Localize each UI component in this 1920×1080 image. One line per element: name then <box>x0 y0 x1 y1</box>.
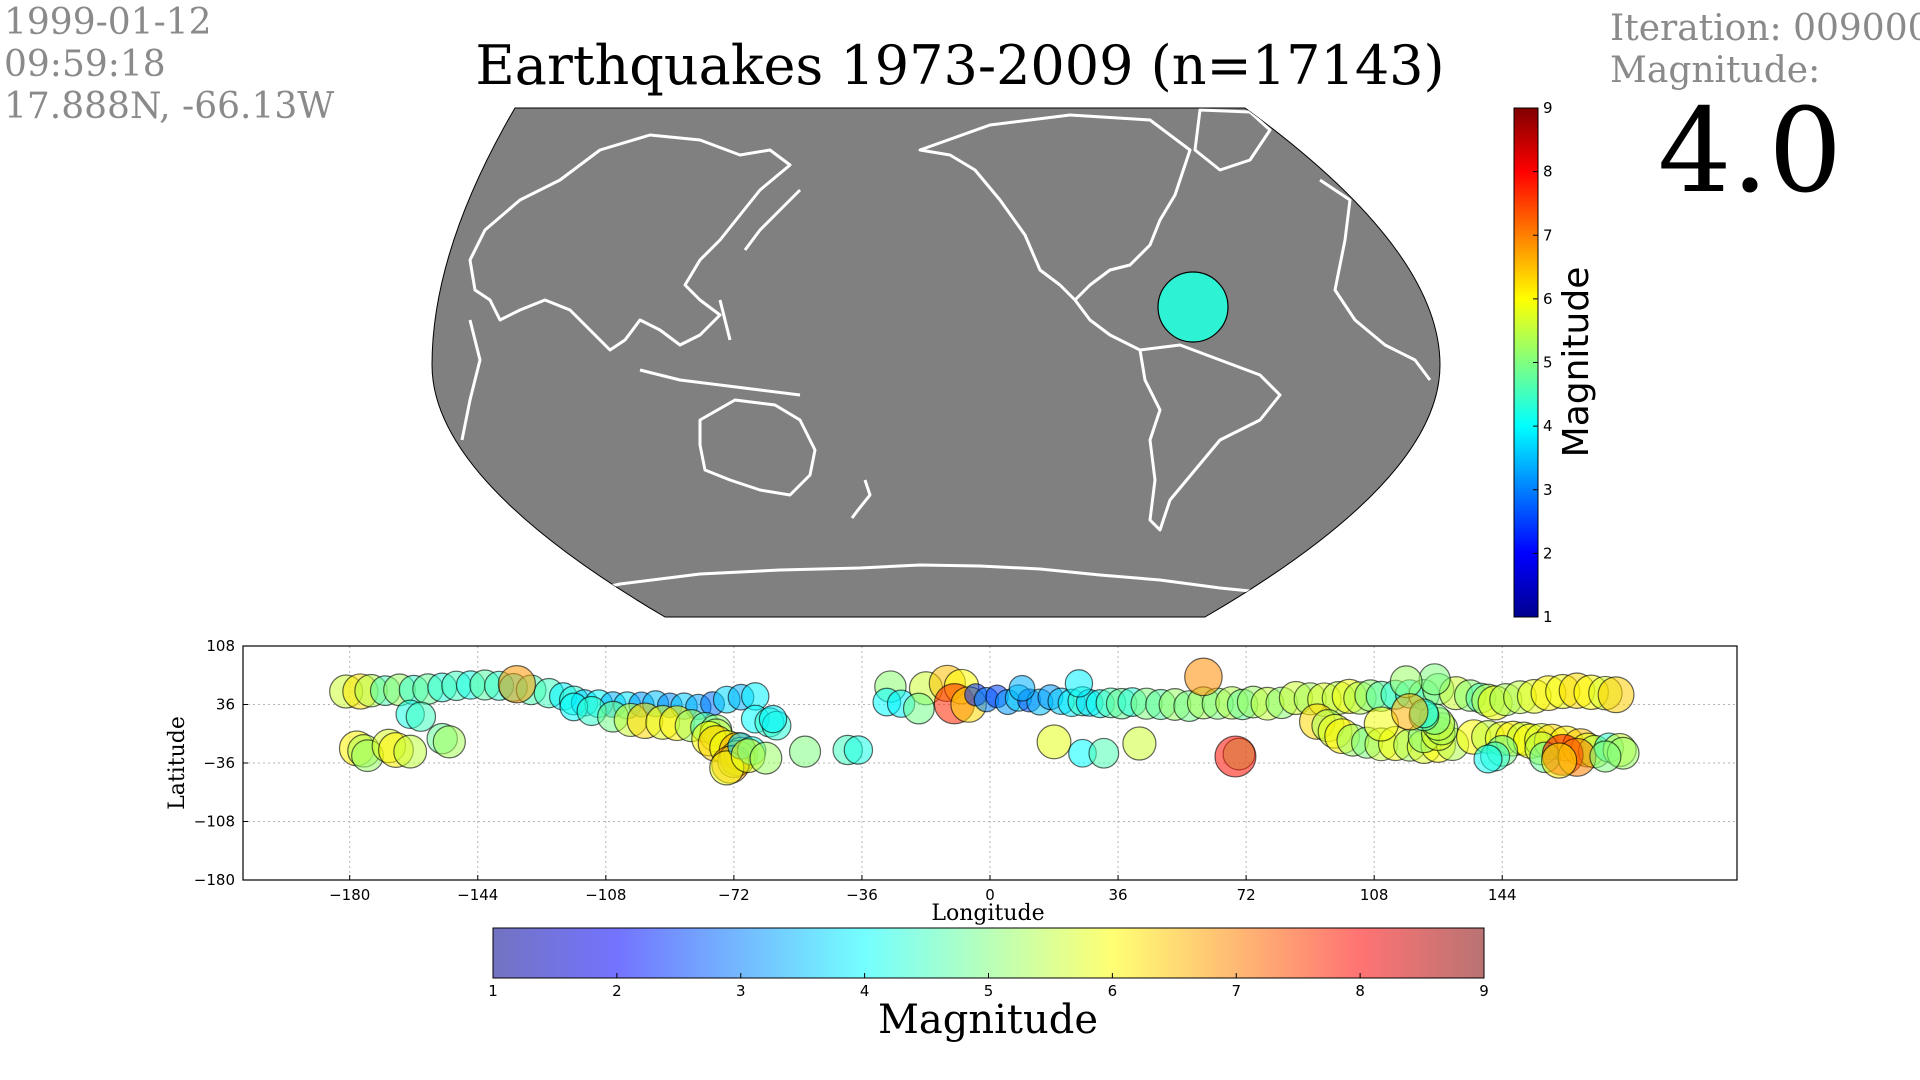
earthquake-point <box>1418 663 1451 696</box>
scatter-colorbar-tick-label: 8 <box>1355 982 1365 1000</box>
event-date: 1999-01-12 <box>4 2 212 43</box>
x-tick-label: −108 <box>585 886 626 904</box>
scatter-colorbar-tick-label: 7 <box>1231 982 1241 1000</box>
map-colorbar-tick-label: 1 <box>1543 608 1553 626</box>
x-tick-label: −144 <box>457 886 498 904</box>
earthquake-point <box>1088 737 1120 769</box>
earthquake-point <box>749 741 783 775</box>
earthquake-point <box>788 735 822 768</box>
y-tick-label: −36 <box>203 754 235 772</box>
earthquake-point <box>497 665 537 704</box>
chart-title: Earthquakes 1973-2009 (n=17143) <box>475 34 1445 97</box>
earthquake-point <box>758 704 788 734</box>
x-tick-label: −72 <box>718 886 750 904</box>
y-tick-label: −180 <box>194 871 235 889</box>
x-tick-label: 0 <box>985 886 995 904</box>
coastline-asia <box>468 133 792 352</box>
magnitude-label: Magnitude: <box>1610 50 1821 91</box>
earthquake-point <box>1122 726 1157 761</box>
y-tick-label: 108 <box>206 640 235 655</box>
map-colorbar-tick-label: 2 <box>1543 544 1553 562</box>
coastline-south-america <box>1138 343 1282 532</box>
coastline-new-zealand <box>850 479 872 519</box>
earthquake-point <box>1184 657 1223 697</box>
scatter-colorbar-tick-label: 2 <box>612 982 622 1000</box>
earthquake-point <box>393 734 428 769</box>
scatter-colorbar-tick-label: 4 <box>860 982 870 1000</box>
earthquake-point <box>1389 665 1423 699</box>
earthquake-point <box>1541 742 1578 779</box>
map-colorbar-tick-label: 8 <box>1543 163 1553 181</box>
map-colorbar-tick-label: 7 <box>1543 226 1553 244</box>
coastline-greenland <box>1193 108 1272 172</box>
map-colorbar-tick-label: 6 <box>1543 290 1553 308</box>
scatter-panel: −180 −144 −108 −72 −36 0 36 72 108 144 10836−36−1… <box>165 640 1738 1043</box>
coastline-north-america <box>918 113 1192 302</box>
coastline-indonesia <box>639 368 801 397</box>
earthquake-point <box>1008 674 1036 702</box>
earthquake-point <box>902 692 935 725</box>
earthquake-point <box>1390 692 1429 731</box>
current-earthquake-marker <box>1157 271 1229 343</box>
earthquake-point <box>432 725 466 759</box>
map-colorbar-tick-label: 3 <box>1543 481 1553 499</box>
x-tick-label: −180 <box>329 886 370 904</box>
map-colorbar-tick-label: 9 <box>1543 99 1553 117</box>
event-time: 09:59:18 <box>4 44 166 85</box>
earthquake-point <box>1064 669 1094 698</box>
map-colorbar-tick-label: 5 <box>1543 354 1553 372</box>
scatter-colorbar-tick-label: 9 <box>1479 982 1489 1000</box>
scatter-colorbar-tick-label: 3 <box>736 982 746 1000</box>
magnitude-value: 4.0 <box>1657 84 1843 219</box>
scatter-colorbar-tick-label: 1 <box>488 982 498 1000</box>
coastline-europe-africa <box>1319 178 1432 381</box>
x-tick-label: −36 <box>846 886 878 904</box>
earthquake-point <box>1214 735 1257 778</box>
scatter-colorbar-label: Magnitude <box>878 997 1098 1043</box>
coastline-australia <box>698 398 817 497</box>
iteration-counter: Iteration: 009000 <box>1610 8 1920 49</box>
scatter-colorbar-tick-label: 6 <box>1108 982 1118 1000</box>
scatter-colorbar <box>492 927 1485 979</box>
coastline-antarctica <box>559 563 1301 600</box>
x-tick-label: 72 <box>1237 886 1256 904</box>
scatter-colorbar-tick-label: 5 <box>984 982 994 1000</box>
world-map-panel: 1 2 3 4 5 6 7 8 9 Magnitude <box>431 99 1597 626</box>
coastline-africa-east <box>460 319 482 441</box>
earthquake-point <box>843 735 874 765</box>
earthquake-point <box>1036 724 1072 760</box>
coastline-japan <box>743 188 802 251</box>
earthquake-point <box>405 701 437 732</box>
y-axis-label: Latitude <box>165 716 190 810</box>
y-tick-label: −108 <box>194 813 235 831</box>
map-colorbar-label: Magnitude <box>1556 267 1597 458</box>
coastline-philippines <box>718 299 732 341</box>
earthquake-point <box>1589 740 1622 773</box>
x-axis-label: Longitude <box>931 901 1044 926</box>
map-colorbar-tick-label: 4 <box>1543 417 1553 435</box>
x-tick-label: 36 <box>1109 886 1128 904</box>
map-ocean <box>431 107 1441 618</box>
event-location: 17.888N, -66.13W <box>4 86 335 127</box>
x-tick-label: 108 <box>1360 886 1389 904</box>
coastline-central-america <box>1073 299 1141 352</box>
y-tick-label: 36 <box>216 696 235 714</box>
x-tick-label: 144 <box>1488 886 1517 904</box>
earthquake-point <box>1597 676 1635 714</box>
earthquake-point <box>1473 744 1503 774</box>
